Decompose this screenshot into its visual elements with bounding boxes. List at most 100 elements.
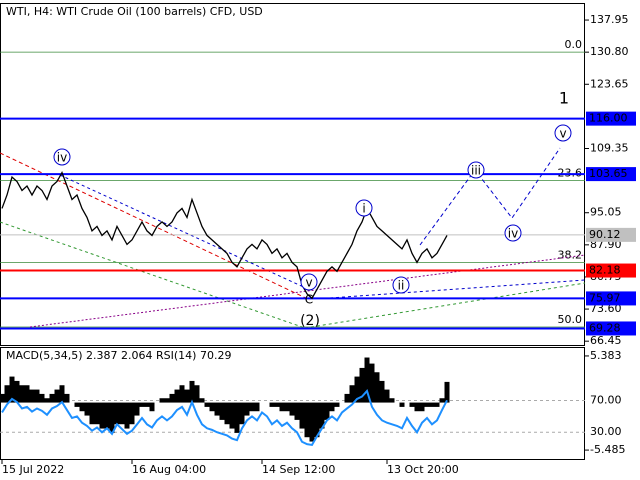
macd-bar (99, 402, 105, 429)
wave-label: 1 (559, 89, 569, 108)
macd-bar (324, 402, 330, 420)
macd-bar (374, 372, 380, 403)
wave-label: i (362, 202, 365, 216)
macd-bar (14, 380, 20, 403)
macd-bar (274, 402, 280, 407)
wave-circle (300, 273, 318, 291)
macd-bar (309, 402, 315, 442)
macd-bar (354, 376, 360, 403)
x-tick-label: 13 Oct 20:00 (387, 463, 459, 476)
macd-bar (214, 402, 220, 416)
macd-bar (269, 402, 275, 407)
macd-bar (234, 402, 240, 433)
macd-bar (239, 402, 245, 425)
macd-bar (199, 398, 205, 403)
wave-circle (554, 124, 572, 142)
macd-bar (429, 402, 435, 407)
wave-circle (504, 224, 522, 242)
macd-bar (399, 402, 405, 407)
level-label: 103.65 (589, 167, 628, 180)
rsi-line (1, 389, 448, 447)
macd-bar (19, 385, 25, 403)
macd-bar (344, 393, 350, 403)
wave-label: C (305, 293, 313, 307)
macd-bar (0, 393, 5, 403)
macd-bar (229, 402, 235, 429)
level-box (586, 111, 636, 126)
macd-bar (444, 381, 450, 403)
fib-label: 38.2 (558, 248, 583, 261)
level-box (586, 263, 636, 278)
macd-bar (279, 402, 285, 412)
wave-label: v (559, 127, 566, 141)
x-tick-label: 14 Sep 12:00 (262, 463, 335, 476)
macd-bar (319, 402, 325, 429)
y-tick-label: 109.35 (590, 142, 629, 155)
macd-bar (369, 363, 375, 403)
macd-bar (424, 402, 430, 407)
macd-bar (34, 389, 40, 403)
macd-bar (254, 402, 260, 412)
macd-bar (209, 402, 215, 412)
macd-bar (364, 357, 370, 403)
y-tick-label: -5.485 (590, 443, 625, 456)
macd-bar (144, 402, 150, 407)
y2-tick-label: 70.00 (590, 394, 622, 407)
trend-line (0, 152, 311, 301)
macd-bar (54, 389, 60, 403)
macd-bar (64, 393, 70, 403)
indicator-title: MACD(5,34,5) 2.387 2.064 RSI(14) 70.29 (6, 349, 231, 362)
macd-bar (299, 402, 305, 429)
level-label: 75.97 (589, 291, 621, 304)
wave-label: ii (398, 279, 405, 293)
macd-bar (289, 402, 295, 416)
y-tick-label: 123.65 (590, 77, 629, 90)
level-label: 90.12 (589, 228, 621, 241)
indicator-frame (0, 347, 585, 460)
macd-bar (334, 402, 340, 407)
macd-bar (119, 402, 125, 425)
macd-bar (419, 402, 425, 412)
x-tick-label: 15 Jul 2022 (2, 463, 64, 476)
macd-bar (389, 398, 395, 403)
macd-bar (4, 385, 10, 403)
wave-label: iv (508, 227, 518, 241)
macd-bar (329, 402, 335, 412)
macd-bar (179, 385, 185, 403)
macd-bar (189, 380, 195, 403)
macd-bar (204, 402, 210, 407)
macd-bar (9, 376, 15, 403)
fib-label: 0.0 (565, 38, 583, 51)
level-box (586, 291, 636, 306)
macd-bar (409, 402, 415, 407)
y-tick-label: 130.80 (590, 45, 629, 58)
macd-bar (74, 402, 80, 407)
wave-label: (2) (300, 313, 320, 329)
macd-bar (294, 402, 300, 420)
macd-bar (59, 385, 65, 403)
macd-bar (159, 398, 165, 403)
macd-bar (244, 402, 250, 416)
wave-label: iv (57, 151, 67, 165)
macd-bar (149, 402, 155, 412)
x-tick-label: 16 Aug 04:00 (132, 463, 206, 476)
macd-bar (174, 389, 180, 403)
macd-bar (414, 402, 420, 412)
y-tick-label: 5.383 (590, 349, 622, 362)
macd-bar (49, 393, 55, 403)
macd-bar (94, 402, 100, 425)
macd-bar (314, 402, 320, 438)
chart-title: WTI, H4: WTI Crude Oil (100 barrels) CFD… (6, 5, 263, 18)
macd-bar (109, 402, 115, 433)
y2-tick-label: 30.00 (590, 425, 622, 438)
y-tick-label: 137.95 (590, 13, 629, 26)
level-label: 82.18 (589, 264, 621, 277)
macd-bar (139, 402, 145, 407)
macd-bar (129, 402, 135, 425)
level-label: 69.28 (589, 321, 621, 334)
macd-bar (79, 402, 85, 412)
wave-circle (467, 161, 485, 179)
y-tick-label: 95.05 (590, 206, 622, 219)
macd-bar (124, 402, 130, 429)
